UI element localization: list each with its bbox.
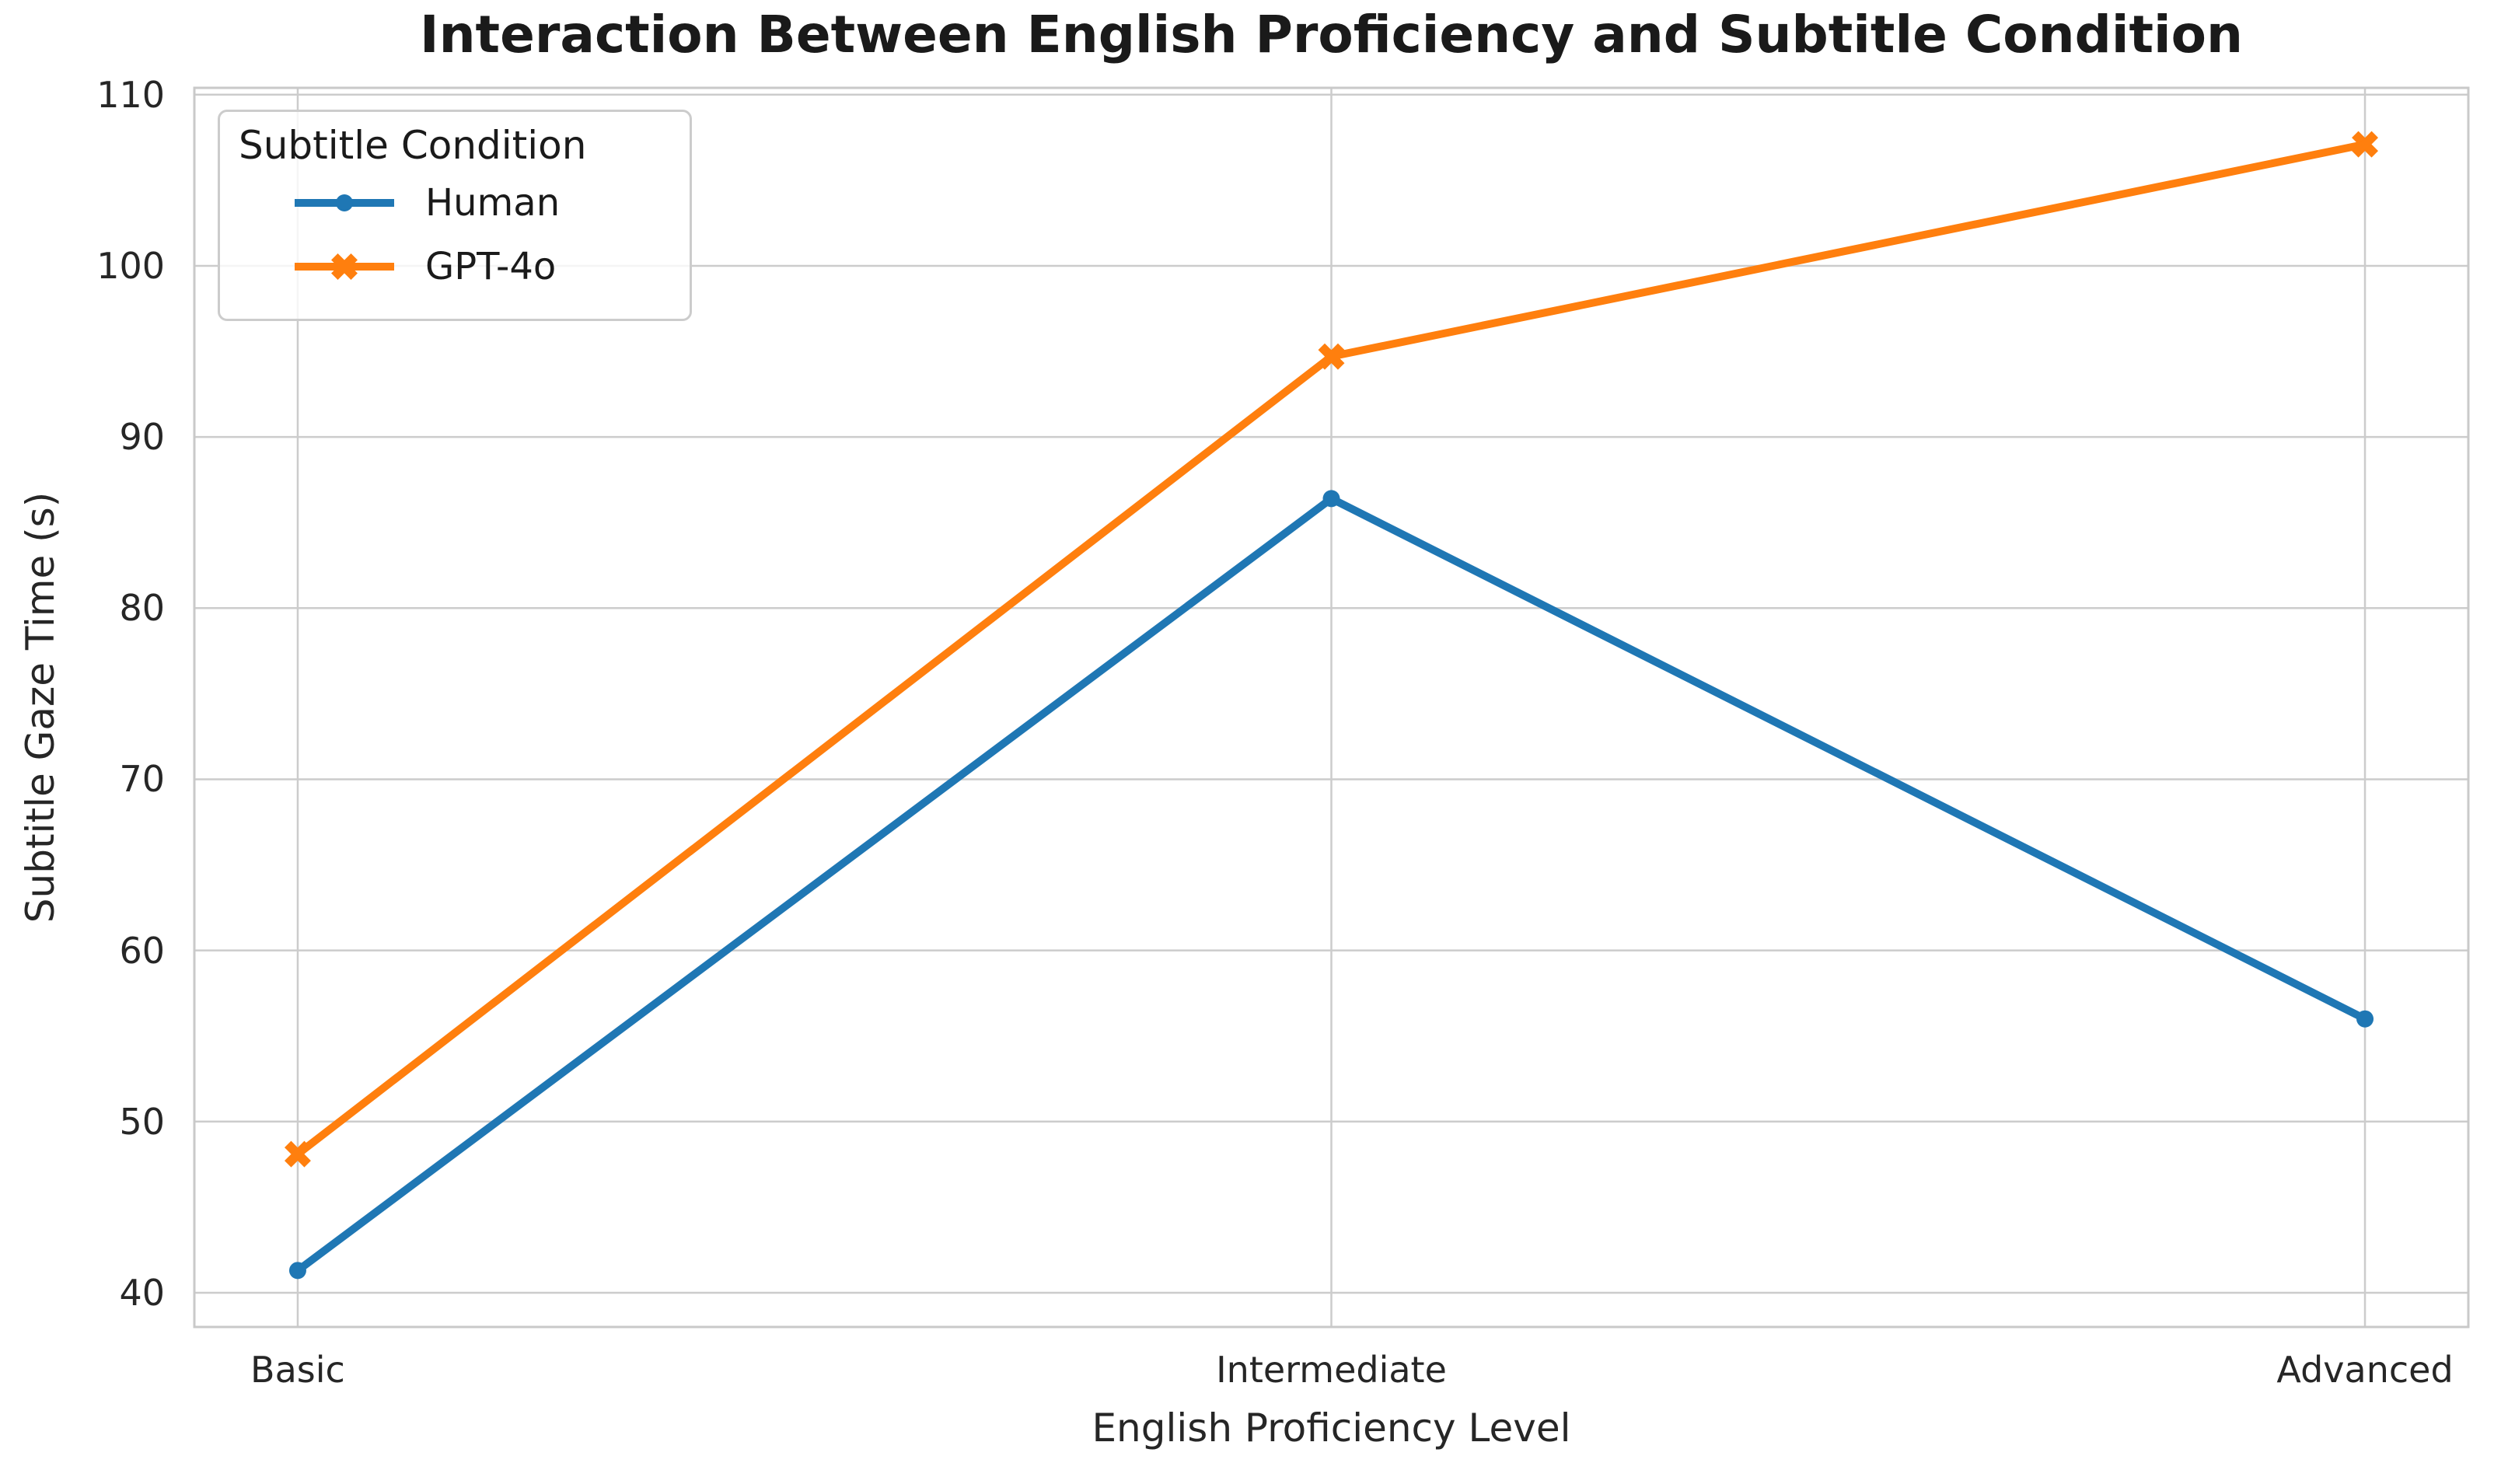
y-tick-label-70: 70 (119, 758, 165, 801)
y-tick-label-90: 90 (119, 416, 165, 459)
legend-sample-circle-icon (295, 194, 394, 211)
y-tick-label-50: 50 (119, 1100, 165, 1143)
marker-gpt-4o-basic (284, 1140, 311, 1168)
x-axis-label: English Proficiency Level (1092, 1405, 1571, 1451)
marker-human-intermediate (1322, 490, 1340, 508)
x-tick-label-basic: Basic (250, 1349, 345, 1391)
y-tick-label-40: 40 (119, 1271, 165, 1314)
x-tick-label-intermediate: Intermediate (1216, 1349, 1447, 1391)
legend-marker-gpt-4o (331, 253, 358, 280)
legend-item-human: Human (292, 171, 690, 235)
marker-gpt-4o-intermediate (1318, 343, 1345, 370)
chart-title: Interaction Between English Proficiency … (420, 5, 2243, 65)
legend: Subtitle Condition Human GPT-4o (218, 110, 692, 321)
legend-item-gpt-4o: GPT-4o (292, 235, 690, 299)
y-tick-label-80: 80 (119, 587, 165, 630)
legend-marker-human (336, 194, 353, 211)
legend-items: Human GPT-4o (239, 171, 690, 299)
legend-sample-x-icon (295, 253, 394, 280)
legend-title: Subtitle Condition (239, 123, 587, 168)
y-axis-label: Subtitle Gaze Time (s) (18, 491, 63, 924)
y-tick-label-60: 60 (119, 929, 165, 972)
legend-item-label: Human (425, 181, 561, 225)
marker-human-advanced (2356, 1010, 2374, 1028)
x-tick-label-advanced: Advanced (2276, 1349, 2454, 1391)
plot-border (193, 86, 2470, 1329)
y-tick-label-100: 100 (96, 244, 165, 287)
marker-human-basic (288, 1262, 306, 1280)
y-tick-label-110: 110 (96, 73, 165, 116)
legend-item-label: GPT-4o (425, 245, 557, 288)
marker-gpt-4o-advanced (2352, 131, 2379, 158)
